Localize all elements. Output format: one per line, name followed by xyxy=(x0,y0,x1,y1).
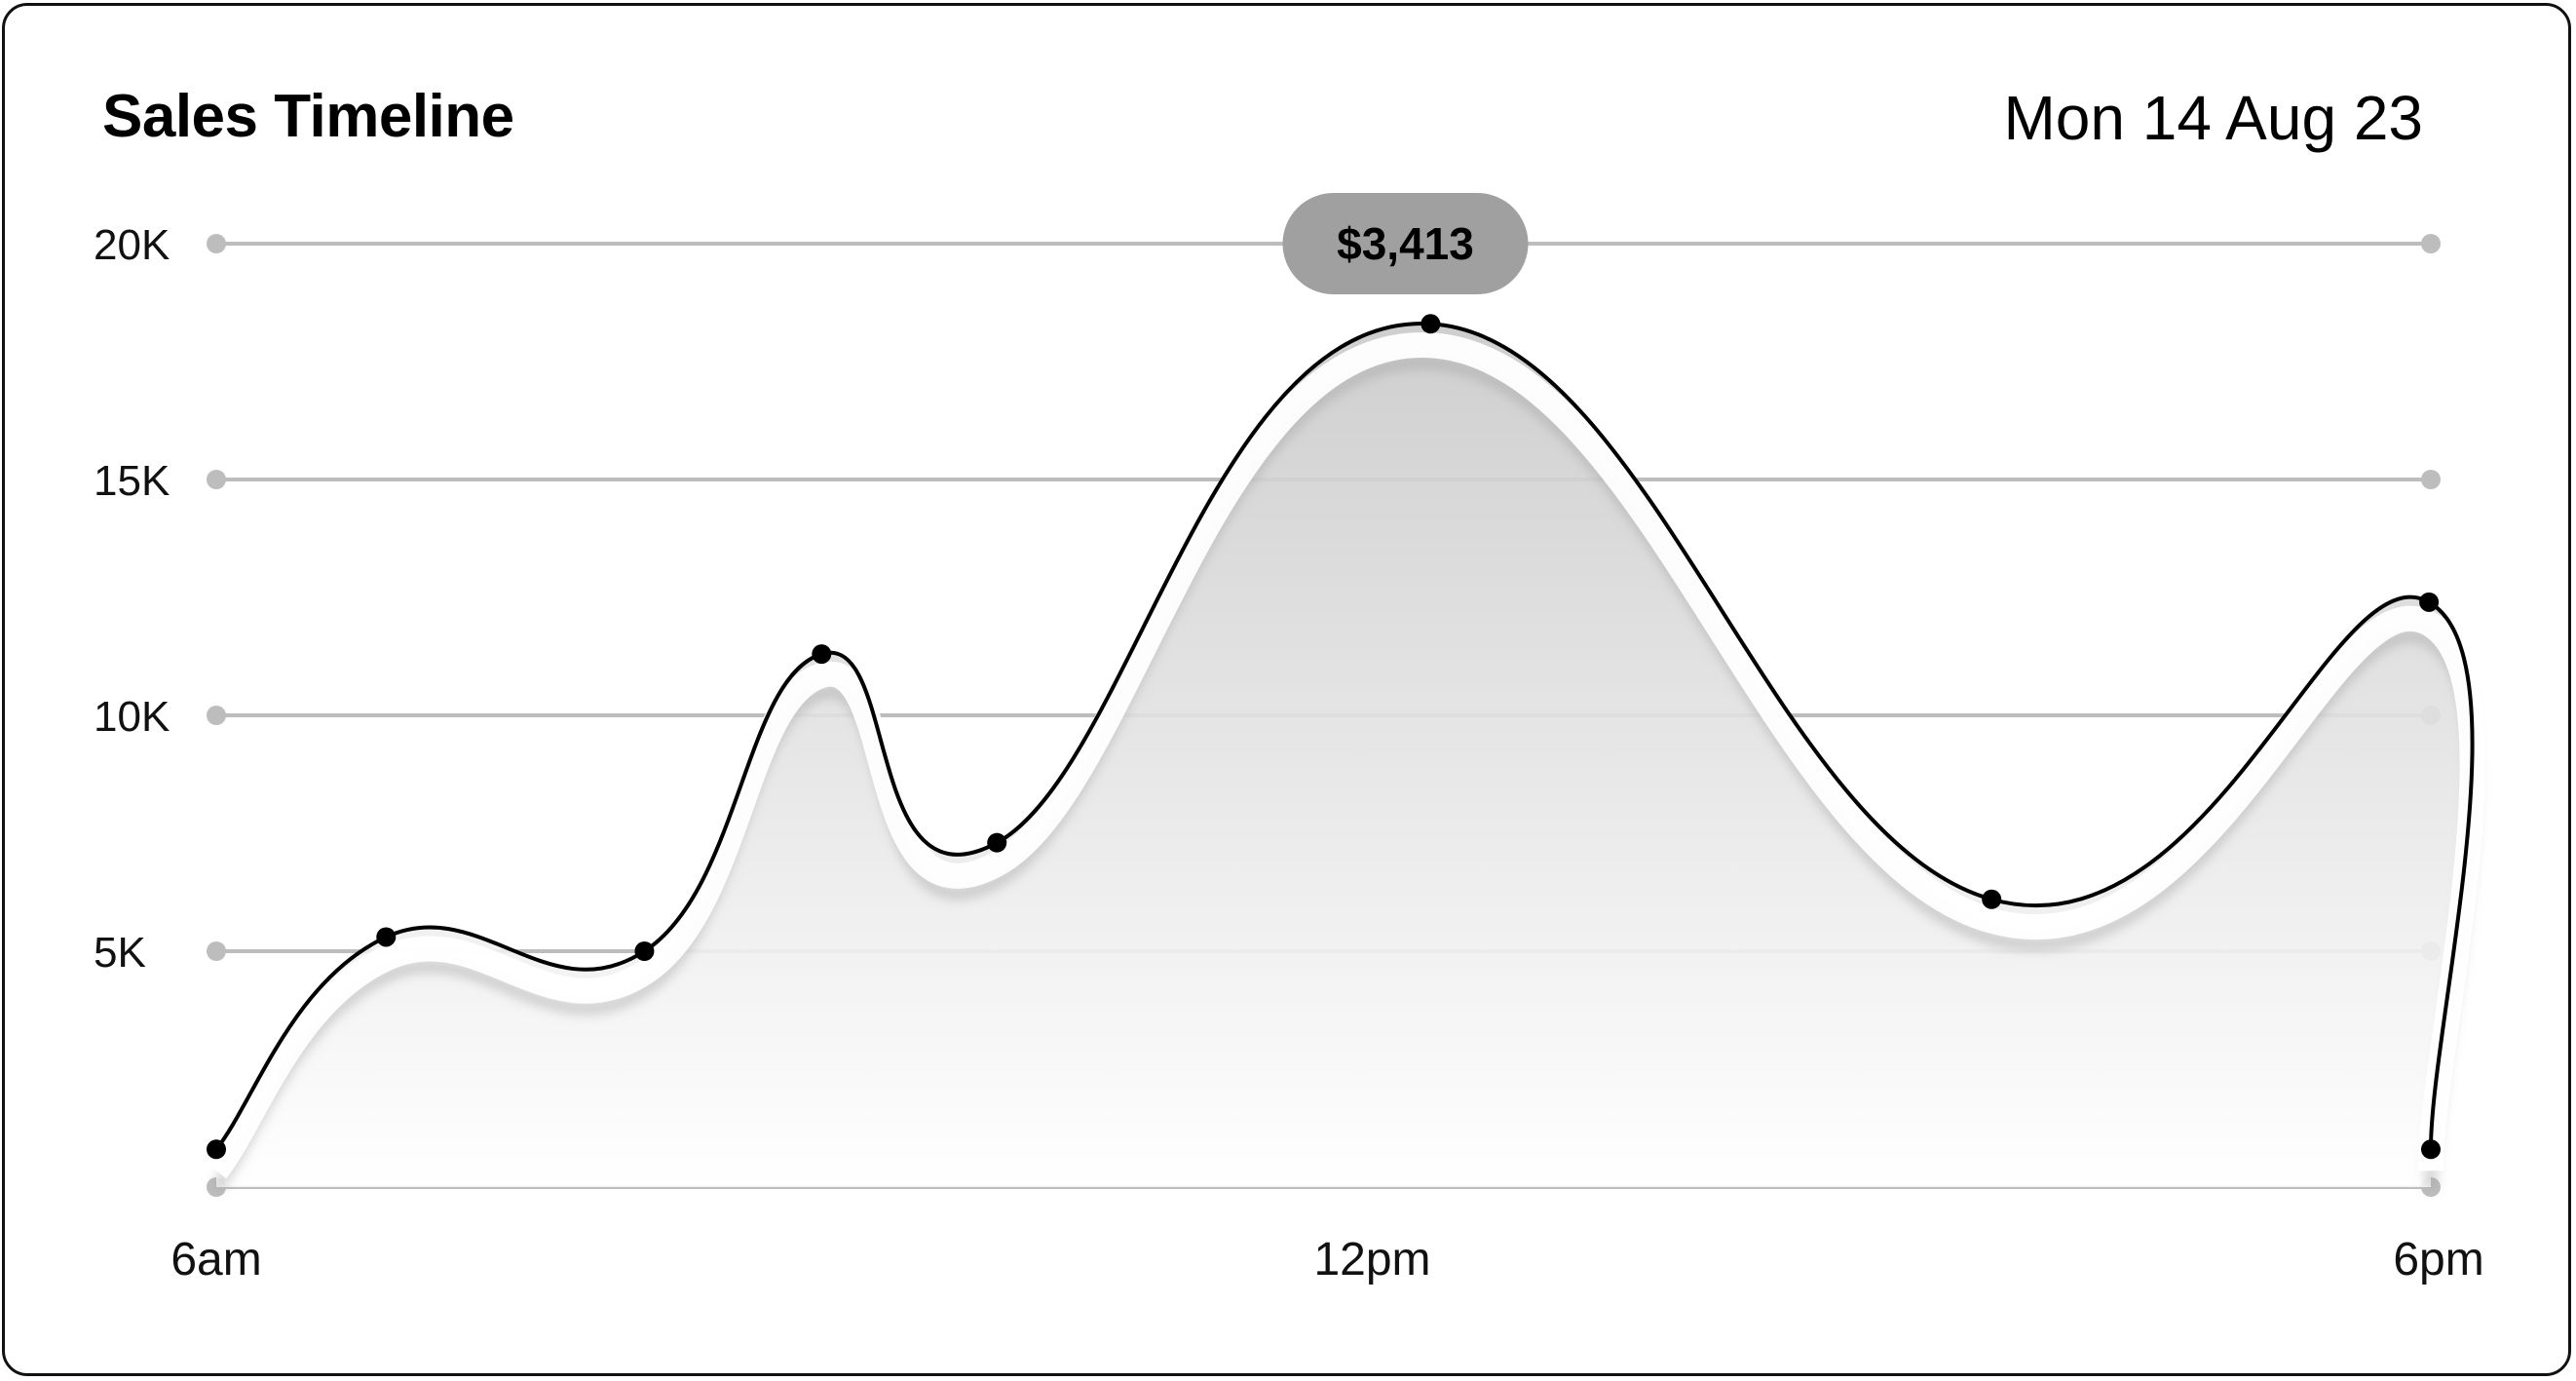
tooltip-layer: $3,413 xyxy=(1282,193,1529,294)
x-tick-label: 6am xyxy=(170,1234,261,1285)
points-layer xyxy=(207,314,2441,1160)
y-tick-label: 20K xyxy=(94,221,170,269)
gridline-end-dot xyxy=(2421,470,2441,489)
line-layer xyxy=(214,322,2475,1151)
series-line xyxy=(214,322,2475,1151)
label-layer: 20K 15K 10K 5K 6am 12pm 6pm xyxy=(94,221,2484,1285)
gridline-end-dot xyxy=(207,470,226,489)
area-layer xyxy=(206,324,2485,1192)
y-tick-label: 5K xyxy=(94,929,146,977)
area-highlight xyxy=(206,332,2485,1179)
area-fill xyxy=(216,324,2473,1187)
data-point xyxy=(812,644,832,665)
gridline-end-dot xyxy=(2421,234,2441,253)
data-point xyxy=(2421,1139,2441,1160)
gridline-end-dot xyxy=(207,706,226,725)
data-point xyxy=(634,941,655,961)
data-point xyxy=(987,832,1007,853)
y-tick-label: 15K xyxy=(94,457,170,505)
gridline-end-dot xyxy=(207,234,226,253)
data-point xyxy=(1421,314,1441,334)
gridline-end-dot xyxy=(207,941,226,961)
data-point xyxy=(2419,592,2440,612)
tooltip-bubble xyxy=(1282,193,1529,294)
tooltip-value: $3,413 xyxy=(1337,218,1474,269)
data-point xyxy=(1982,889,2002,909)
chart-title: Sales Timeline xyxy=(102,83,514,150)
date-label: Mon 14 Aug 23 xyxy=(2003,83,2423,153)
data-point xyxy=(207,1139,226,1160)
y-tick-label: 10K xyxy=(94,693,170,741)
data-point xyxy=(376,927,397,947)
x-tick-label: 6pm xyxy=(2393,1234,2483,1285)
x-tick-label: 12pm xyxy=(1313,1234,1430,1285)
